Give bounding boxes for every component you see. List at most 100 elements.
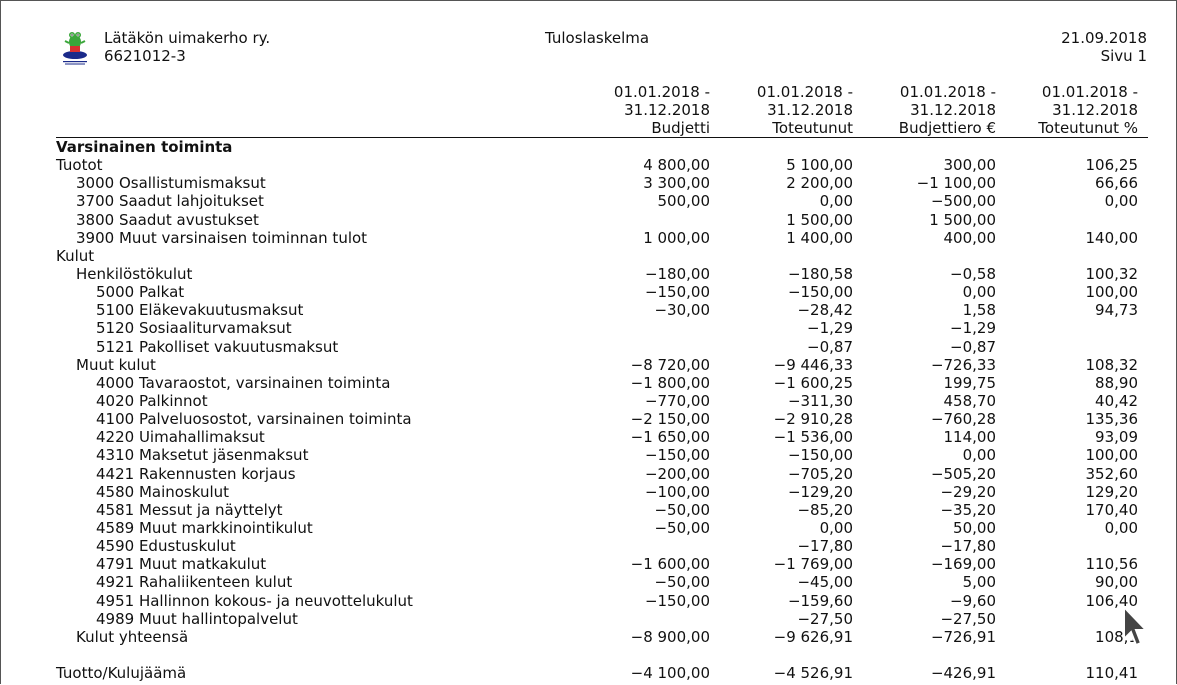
actual-cell: −2 910,28 (773, 410, 853, 429)
column-header-period-start: 01.01.2018 - (899, 83, 996, 101)
actual-cell: 5 100,00 (786, 156, 853, 175)
difference-cell: −35,20 (940, 500, 996, 519)
account-label: Kulut (56, 246, 95, 265)
actual-cell: −1 769,00 (773, 555, 853, 574)
report-title: Tuloslaskelma (545, 29, 650, 47)
company-name: Lätäkön uimakerho ry. (104, 29, 271, 47)
table-row: 4310 Maksetut jäsenmaksut −150,00 −150,00 0… (0, 446, 1177, 464)
percent-cell: 100,00 (1085, 283, 1139, 302)
actual-cell: −85,20 (797, 500, 853, 519)
page-number: Sivu 1 (1100, 47, 1147, 65)
actual-cell: −17,80 (797, 537, 853, 556)
percent-cell: 93,09 (1095, 428, 1138, 447)
table-row: 5000 Palkat −150,00 −150,00 0,00 100,00 (0, 283, 1177, 301)
actual-cell: −150,00 (787, 446, 853, 465)
account-label: Tuotot (56, 156, 103, 175)
budget-cell: 500,00 (657, 192, 711, 211)
percent-cell: 100,00 (1085, 446, 1139, 465)
budget-cell: 4 800,00 (643, 156, 710, 175)
table-row: 3800 Saadut avustukset 1 500,00 1 500,00 (0, 211, 1177, 229)
actual-cell: −180,58 (787, 264, 853, 283)
header-divider (56, 137, 1148, 138)
difference-cell: −27,50 (940, 609, 996, 628)
account-label: 4921 Rahaliikenteen kulut (96, 573, 293, 592)
difference-cell: 458,70 (943, 391, 997, 410)
budget-cell: −30,00 (654, 301, 710, 320)
actual-cell: −1,29 (807, 319, 853, 338)
table-row: 4580 Mainoskulut −100,00 −129,20 −29,20 129,… (0, 483, 1177, 501)
budget-cell: −1 650,00 (630, 428, 710, 447)
actual-cell: 2 200,00 (786, 174, 853, 193)
table-row: 4989 Muut hallintopalvelut −27,50 −27,50 (0, 610, 1177, 628)
column-header-period-start: 01.01.2018 - (613, 83, 710, 101)
percent-cell: 66,66 (1095, 174, 1138, 193)
table-row: 4581 Messut ja näyttelyt −50,00 −85,20 −35,… (0, 501, 1177, 519)
table-row: Tuotto/Kulujäämä −4 100,00 −4 526,91 −426,9… (0, 664, 1177, 682)
difference-cell: −0,87 (950, 337, 996, 356)
budget-cell: −180,00 (644, 264, 710, 283)
budget-cell: −150,00 (644, 591, 710, 610)
percent-cell: 100,32 (1085, 264, 1139, 283)
difference-cell: −500,00 (930, 192, 996, 211)
account-label: Tuotto/Kulujäämä (56, 664, 187, 683)
difference-cell: −17,80 (940, 537, 996, 556)
table-row: 3700 Saadut lahjoitukset 500,00 0,00 −500,0… (0, 192, 1177, 210)
table-row (0, 646, 1177, 664)
percent-cell: 106,25 (1085, 156, 1139, 175)
account-label: 5000 Palkat (96, 283, 185, 302)
actual-cell: −4 526,91 (773, 664, 853, 683)
table-row: 5100 Eläkevakuutusmaksut −30,00 −28,42 1,58… (0, 301, 1177, 319)
difference-cell: −505,20 (930, 464, 996, 483)
actual-cell: −27,50 (797, 609, 853, 628)
difference-cell: 114,00 (943, 428, 997, 447)
account-label: 4581 Messut ja näyttelyt (96, 500, 283, 519)
actual-cell: −705,20 (787, 464, 853, 483)
account-label: 4580 Mainoskulut (96, 482, 230, 501)
column-header-period-end: 31.12.2018 (910, 101, 996, 119)
percent-cell: 40,42 (1095, 391, 1138, 410)
difference-cell: −9,60 (950, 591, 996, 610)
actual-cell: 0,00 (819, 518, 853, 537)
percent-cell: 0,00 (1104, 192, 1138, 211)
difference-cell: −1,29 (950, 319, 996, 338)
difference-cell: 0,00 (962, 446, 996, 465)
percent-cell: 0,00 (1104, 518, 1138, 537)
table-row: Muut kulut −8 720,00 −9 446,33 −726,33 108,3… (0, 356, 1177, 374)
actual-cell: −9 446,33 (773, 355, 853, 374)
column-header-period-end: 31.12.2018 (624, 101, 710, 119)
company-id: 6621012-3 (104, 47, 186, 65)
column-header-period-start: 01.01.2018 - (756, 83, 853, 101)
percent-cell: 90,00 (1095, 573, 1138, 592)
percent-cell: 94,73 (1095, 301, 1138, 320)
difference-cell: 50,00 (953, 518, 996, 537)
budget-cell: 3 300,00 (643, 174, 710, 193)
actual-cell: −28,42 (797, 301, 853, 320)
account-label: 5121 Pakolliset vakuutusmaksut (96, 337, 339, 356)
table-row: 4589 Muut markkinointikulut −50,00 0,00 50,… (0, 519, 1177, 537)
actual-cell: 1 400,00 (786, 228, 853, 247)
mouse-pointer-icon (1123, 605, 1149, 647)
percent-cell: 88,90 (1095, 373, 1138, 392)
table-row: 3900 Muut varsinaisen toiminnan tulot 1 0… (0, 229, 1177, 247)
account-label: 4989 Muut hallintopalvelut (96, 609, 298, 628)
actual-cell: −1 536,00 (773, 428, 853, 447)
actual-cell: 1 500,00 (786, 210, 853, 229)
table-row: Kulut yhteensä −8 900,00 −9 626,91 −726,91 1… (0, 628, 1177, 646)
actual-cell: −129,20 (787, 482, 853, 501)
account-label: 4590 Edustuskulut (96, 537, 236, 556)
column-header-period-end: 31.12.2018 (1052, 101, 1138, 119)
percent-cell: 108,32 (1085, 355, 1139, 374)
account-label: Muut kulut (76, 355, 156, 374)
account-label: 4000 Tavaraostot, varsinainen toiminta (96, 373, 391, 392)
actual-cell: −159,60 (787, 591, 853, 610)
table-row: 4921 Rahaliikenteen kulut −50,00 −45,00 5,0… (0, 573, 1177, 591)
column-header-budget-difference: 01.01.2018 - 31.12.2018 Budjettiero € (856, 83, 996, 137)
difference-cell: −169,00 (930, 555, 996, 574)
table-row: 4220 Uimahallimaksut −1 650,00 −1 536,00 11… (0, 428, 1177, 446)
budget-cell: −150,00 (644, 283, 710, 302)
table-row: 4951 Hallinnon kokous- ja neuvottelukulu… (0, 592, 1177, 610)
difference-cell: 199,75 (943, 373, 997, 392)
budget-cell: 1 000,00 (643, 228, 710, 247)
actual-cell: −311,30 (787, 391, 853, 410)
difference-cell: −0,58 (950, 264, 996, 283)
